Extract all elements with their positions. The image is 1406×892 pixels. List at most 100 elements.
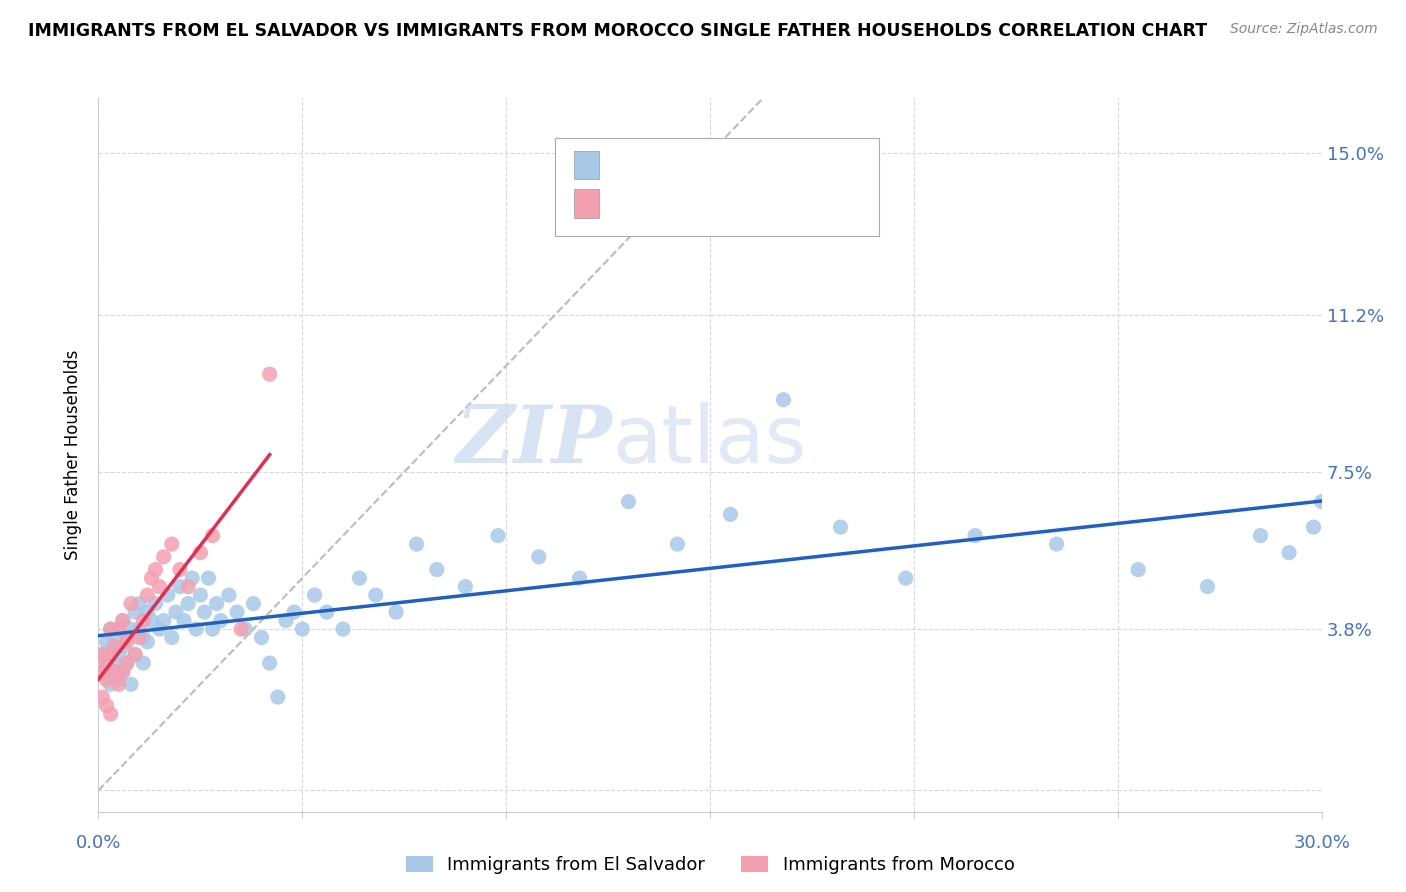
Point	[100, 706, 122, 721]
Point	[666, 537, 689, 551]
Point	[136, 588, 159, 602]
Point	[124, 605, 146, 619]
Point	[96, 656, 118, 670]
Point	[197, 571, 219, 585]
Point	[104, 631, 127, 645]
Point	[100, 622, 122, 636]
Point	[91, 665, 114, 679]
Text: 83: 83	[754, 156, 776, 174]
Point	[242, 597, 264, 611]
Point	[188, 588, 212, 602]
Text: 0.485: 0.485	[651, 194, 703, 212]
Point	[91, 648, 114, 662]
Point	[160, 537, 183, 551]
Text: 30.0%: 30.0%	[1294, 834, 1350, 852]
Point	[149, 622, 172, 636]
Text: atlas: atlas	[612, 401, 807, 480]
Point	[169, 563, 191, 577]
Point	[108, 622, 131, 636]
Point	[267, 690, 290, 704]
Point	[104, 665, 127, 679]
Point	[115, 631, 138, 645]
Point	[108, 677, 131, 691]
Point	[115, 635, 138, 649]
Point	[91, 648, 114, 662]
Point	[149, 580, 172, 594]
Point	[205, 597, 228, 611]
Point	[188, 546, 212, 560]
Point	[385, 605, 408, 619]
Point	[1249, 528, 1271, 542]
Point	[283, 605, 305, 619]
Point	[141, 571, 163, 585]
Point	[173, 614, 195, 628]
Point	[108, 673, 131, 687]
Point	[1302, 520, 1324, 534]
Point	[108, 622, 131, 636]
Point	[91, 690, 114, 704]
Point	[111, 614, 134, 628]
Point	[226, 605, 249, 619]
Point	[274, 614, 297, 628]
Point	[1278, 546, 1301, 560]
Point	[128, 622, 150, 636]
Point	[965, 528, 987, 542]
Text: R =: R =	[609, 194, 645, 212]
Point	[186, 622, 208, 636]
Point	[104, 665, 127, 679]
Point	[136, 635, 159, 649]
Point	[830, 520, 852, 534]
Point	[120, 597, 142, 611]
Text: IMMIGRANTS FROM EL SALVADOR VS IMMIGRANTS FROM MOROCCO SINGLE FATHER HOUSEHOLDS : IMMIGRANTS FROM EL SALVADOR VS IMMIGRANT…	[28, 22, 1208, 40]
Text: Source: ZipAtlas.com: Source: ZipAtlas.com	[1230, 22, 1378, 37]
Text: 0.461: 0.461	[651, 156, 703, 174]
Point	[96, 698, 118, 713]
Point	[111, 665, 134, 679]
Point	[124, 648, 146, 662]
Point	[132, 614, 155, 628]
Point	[120, 677, 142, 691]
Point	[720, 508, 742, 522]
Point	[218, 588, 240, 602]
Point	[115, 656, 138, 670]
Point	[152, 549, 174, 564]
Point	[145, 597, 167, 611]
Point	[145, 563, 167, 577]
Point	[96, 635, 118, 649]
Point	[304, 588, 326, 602]
Point	[349, 571, 371, 585]
Point	[100, 677, 122, 691]
Point	[136, 605, 159, 619]
Point	[111, 614, 134, 628]
Point	[132, 656, 155, 670]
Legend: Immigrants from El Salvador, Immigrants from Morocco: Immigrants from El Salvador, Immigrants …	[405, 855, 1015, 874]
Point	[1045, 537, 1069, 551]
Point	[111, 639, 134, 653]
Point	[772, 392, 794, 407]
Point	[259, 368, 281, 382]
Point	[405, 537, 427, 551]
Point	[181, 571, 204, 585]
Point	[291, 622, 314, 636]
Point	[165, 605, 187, 619]
Point	[894, 571, 917, 585]
Point	[426, 563, 449, 577]
Text: N =: N =	[704, 194, 752, 212]
Point	[364, 588, 387, 602]
Point	[169, 580, 191, 594]
Point	[332, 622, 354, 636]
Point	[152, 614, 174, 628]
Text: ZIP: ZIP	[456, 402, 612, 479]
Point	[259, 656, 281, 670]
Point	[132, 631, 155, 645]
Point	[1197, 580, 1219, 594]
Point	[108, 648, 131, 662]
Point	[100, 648, 122, 662]
Point	[128, 597, 150, 611]
Point	[233, 622, 256, 636]
Point	[454, 580, 477, 594]
Point	[115, 656, 138, 670]
Point	[96, 669, 118, 683]
Point	[141, 614, 163, 628]
Point	[91, 665, 114, 679]
